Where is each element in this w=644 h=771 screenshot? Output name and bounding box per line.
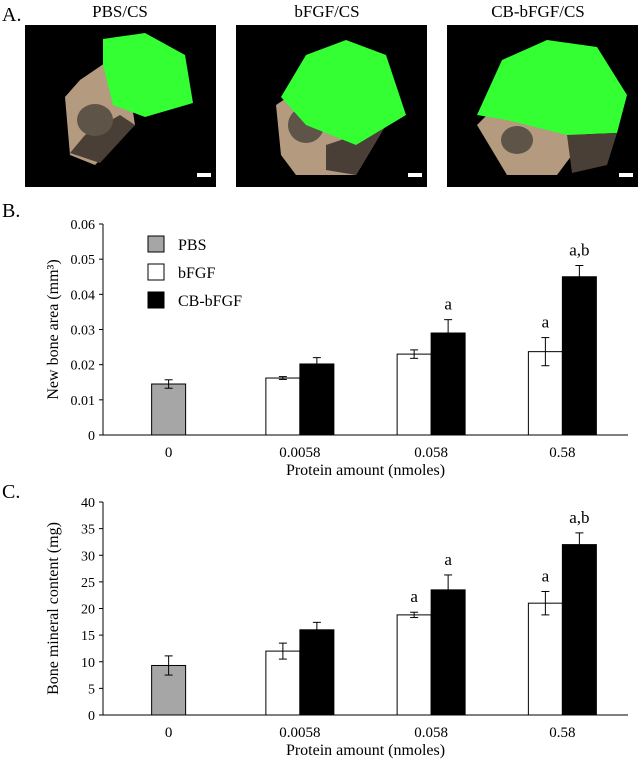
chart-b-legend-label-cb-bfgf: CB-bFGF	[178, 293, 242, 310]
chart-b-y-tick-label: 0.02	[71, 359, 96, 374]
chart-b-y-tick-label: 0.05	[71, 253, 96, 268]
chart-b-significance-label: a,b	[569, 240, 589, 259]
chart-b-bar-cb-bfgf-0.058	[430, 332, 466, 436]
chart-c-y-tick-label: 30	[81, 549, 95, 564]
chart-b-x-tick-label: 0.58	[549, 445, 575, 461]
chart-b-y-tick-label: 0.04	[71, 288, 96, 303]
micro-ct-image-cb-bfgf	[447, 25, 638, 187]
chart-b-legend-swatch-bfgf	[147, 263, 165, 281]
chart-c-significance-label: a	[410, 587, 418, 606]
image-title-pbs: PBS/CS	[92, 2, 148, 21]
chart-c-bar-cb-bfgf-0.58	[561, 544, 597, 716]
chart-c-y-tick-label: 40	[81, 496, 95, 511]
chart-b-bar-cb-bfgf-0.0058	[299, 363, 335, 436]
chart-b-y-axis-label: New bone area (mm³)	[45, 259, 62, 399]
panel-c-label: C.	[2, 481, 21, 503]
chart-c-y-tick-label: 0	[88, 709, 95, 724]
chart-c-x-tick-label: 0.58	[549, 725, 575, 741]
micro-ct-image-bfgf	[236, 25, 427, 187]
chart-b-significance-label: a	[542, 313, 550, 332]
chart-c-bar-bfgf-0.58	[527, 602, 563, 716]
chart-b-legend-swatch-cb-bfgf	[147, 291, 165, 309]
chart-c-y-tick-label: 5	[88, 682, 95, 697]
image-title-cb-bfgf: CB-bFGF/CS	[491, 2, 585, 21]
chart-b-x-tick-label: 0	[165, 445, 173, 461]
chart-c-significance-label: a	[444, 550, 452, 569]
chart-c-x-tick-label: 0.0058	[279, 725, 320, 741]
panel-b-label: B.	[2, 200, 21, 222]
chart-b-bar-bfgf-0.0058	[265, 377, 301, 436]
chart-c-y-tick-label: 20	[81, 603, 95, 618]
chart-b-legend-label-pbs: PBS	[178, 237, 206, 254]
chart-c-bar-bfgf-0.0058	[265, 650, 301, 716]
chart-b-significance-label: a	[444, 295, 452, 314]
chart-b-x-tick-label: 0.058	[414, 445, 448, 461]
micro-ct-image-pbs	[25, 25, 216, 187]
chart-c-significance-label: a,b	[569, 508, 589, 527]
chart-b-y-tick-label: 0.06	[71, 218, 96, 233]
chart-c-x-tick-label: 0.058	[414, 725, 448, 741]
chart-b-x-tick-label: 0.0058	[279, 445, 320, 461]
chart-c-x-axis-label: Protein amount (nmoles)	[286, 742, 445, 759]
chart-c-bar-cb-bfgf-0.0058	[299, 629, 335, 716]
chart-c-x-tick-label: 0	[165, 725, 173, 741]
chart-c-y-tick-label: 10	[81, 656, 95, 671]
chart-b-y-tick-label: 0.03	[71, 324, 96, 339]
chart-b-legend-swatch-pbs	[147, 235, 165, 253]
chart-c-bar-bfgf-0.058	[396, 614, 432, 716]
panel-a-label: A.	[2, 4, 22, 26]
chart-c-significance-label: a	[542, 566, 550, 585]
chart-c-bar-cb-bfgf-0.058	[430, 589, 466, 716]
chart-c-y-tick-label: 35	[81, 523, 95, 538]
chart-b-legend-label-bfgf: bFGF	[178, 265, 215, 282]
chart-c-y-tick-label: 15	[81, 629, 95, 644]
chart-c-y-axis-label: Bone mineral content (mg)	[45, 522, 62, 695]
chart-b-y-tick-label: 0.01	[71, 394, 96, 409]
chart-b-x-axis-label: Protein amount (nmoles)	[286, 462, 445, 479]
chart-b-bar-pbs-0	[151, 383, 187, 436]
image-title-bfgf: bFGF/CS	[294, 2, 360, 21]
chart-c-y-tick-label: 25	[81, 576, 95, 591]
chart-b-y-tick-label: 0	[88, 429, 95, 444]
